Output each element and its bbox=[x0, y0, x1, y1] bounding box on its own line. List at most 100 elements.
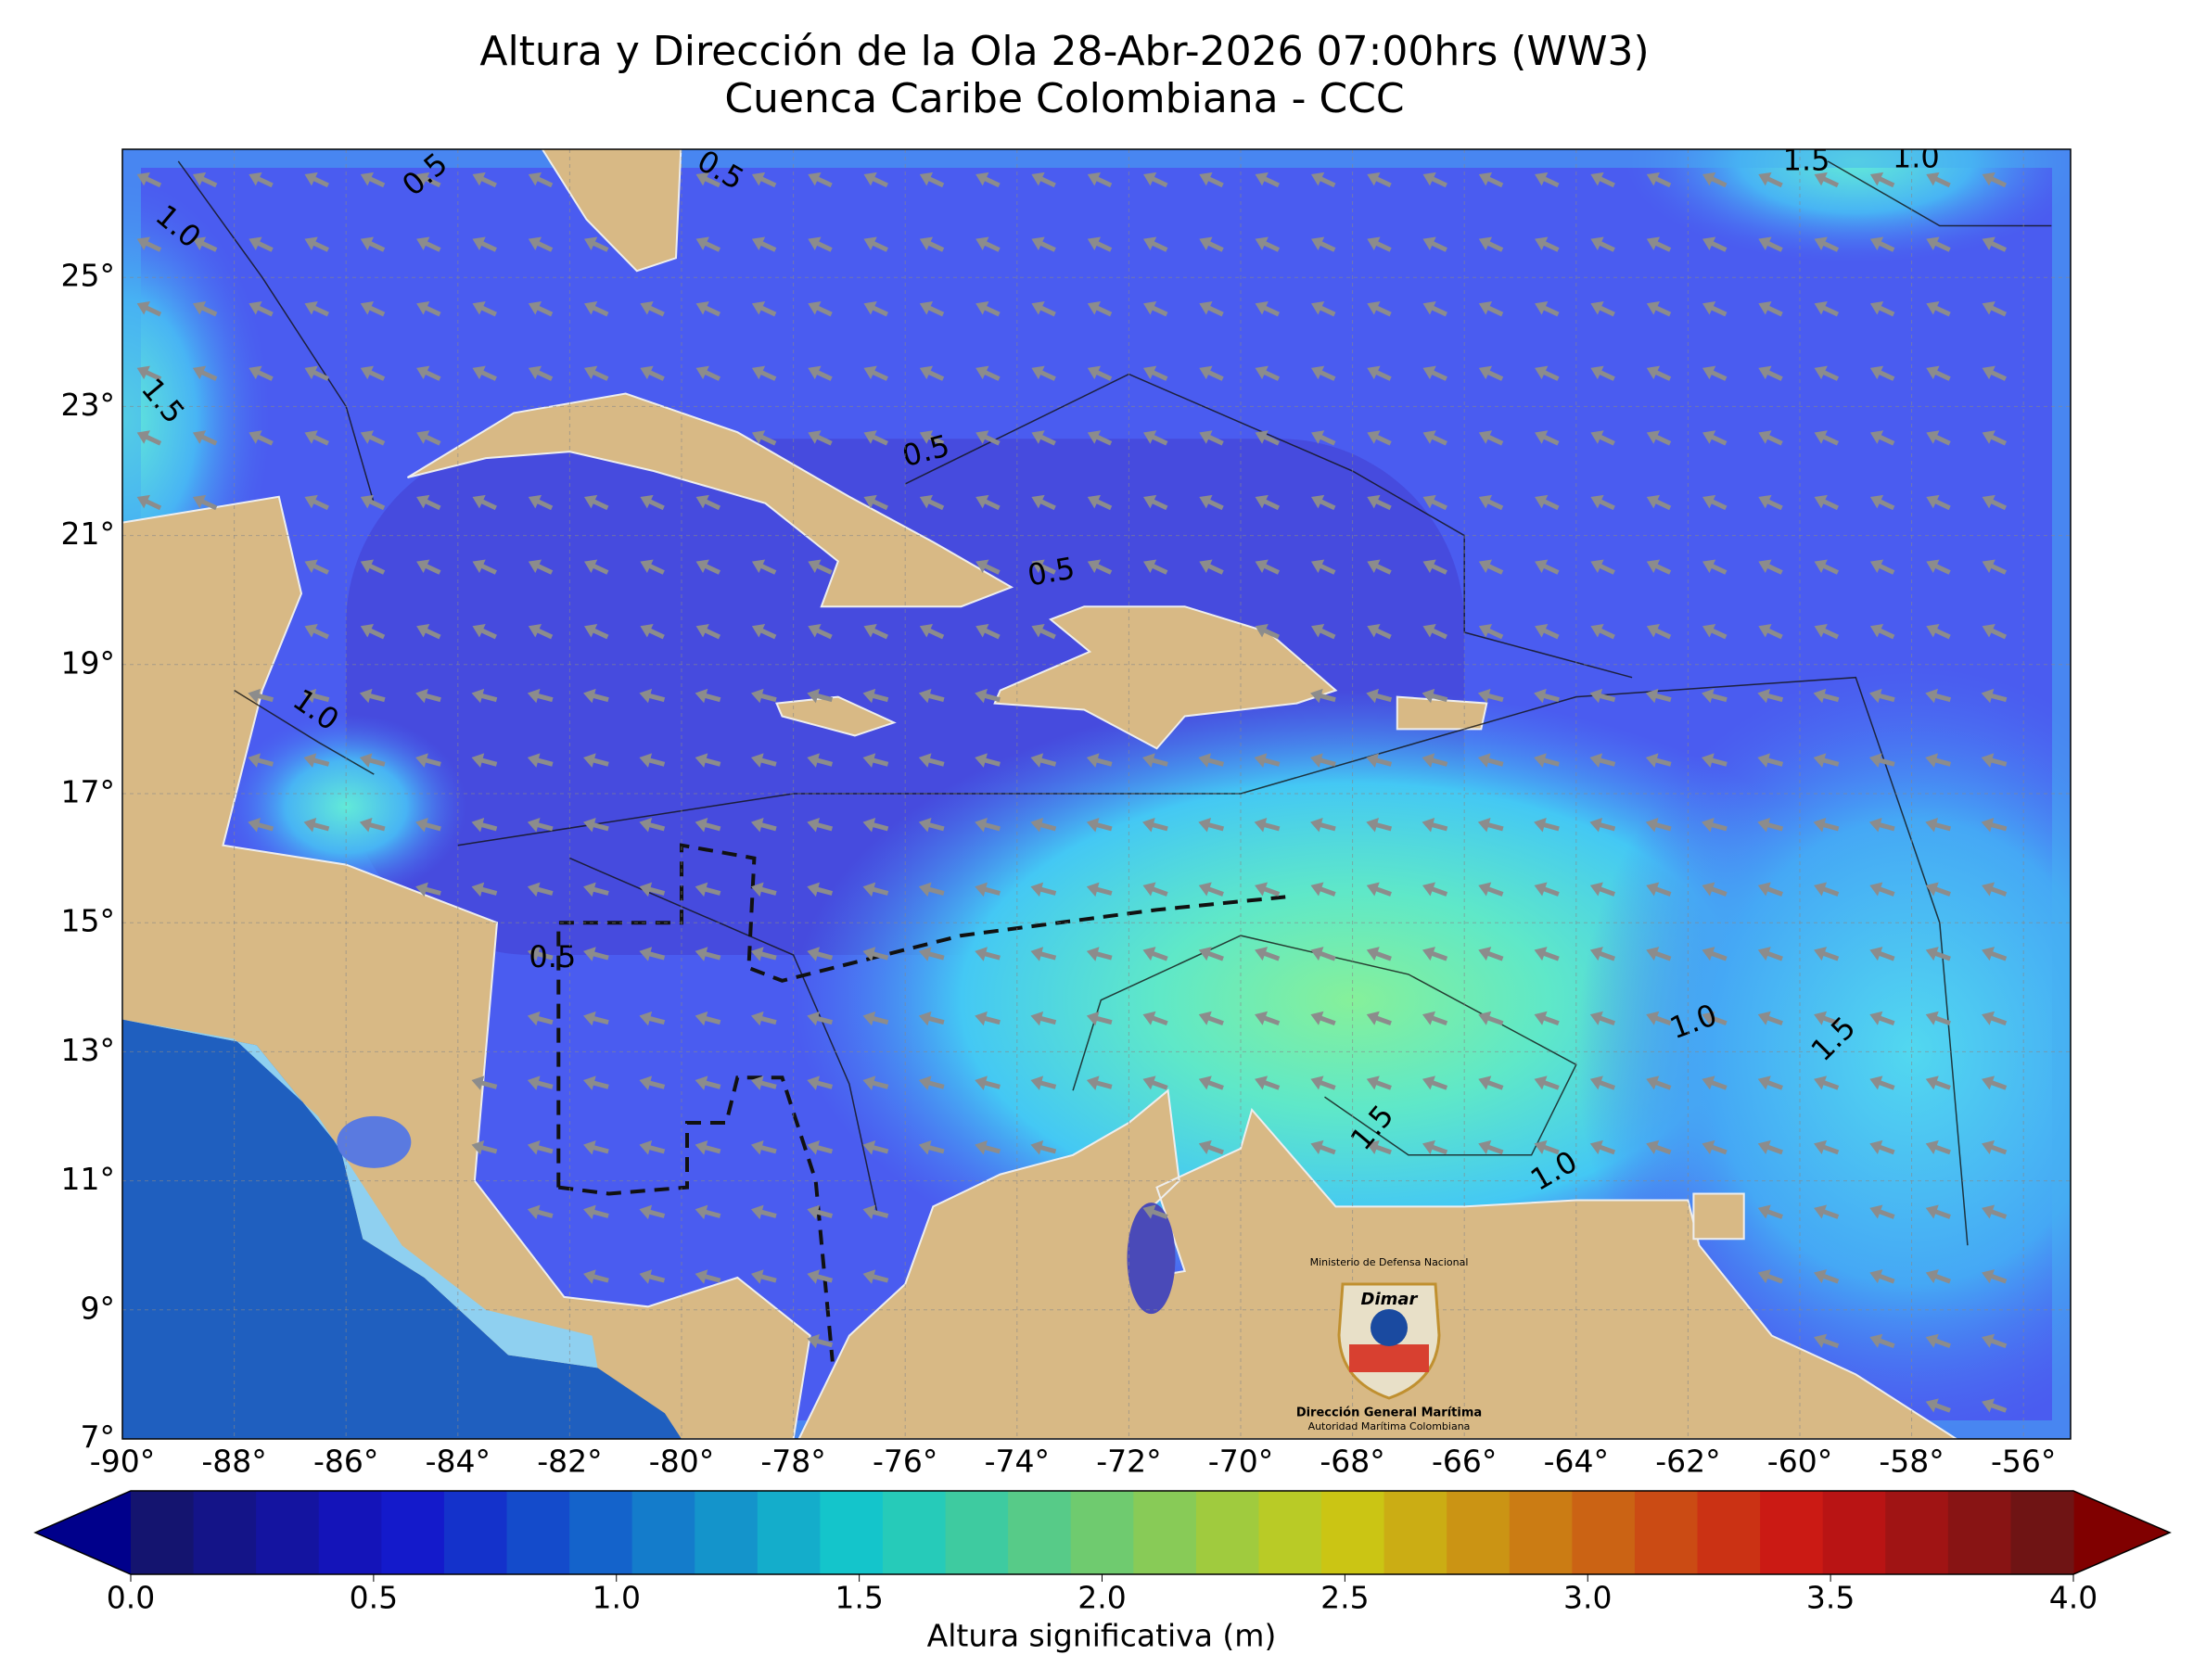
arrow-head bbox=[863, 624, 877, 638]
wave-field bbox=[1624, 149, 2071, 263]
wave-arrow bbox=[304, 365, 329, 381]
wave-arrow bbox=[1367, 236, 1392, 252]
lon-tick-label: -66° bbox=[1432, 1444, 1497, 1480]
arrow-head bbox=[360, 172, 375, 186]
arrow-head bbox=[1366, 882, 1380, 897]
wave-arrow bbox=[1310, 172, 1336, 188]
wave-arrow bbox=[1030, 1011, 1057, 1026]
colorbar-cell bbox=[506, 1491, 570, 1574]
wave-arrow bbox=[695, 1204, 721, 1220]
wave-arrow bbox=[471, 1140, 498, 1155]
arrow-head bbox=[863, 301, 877, 315]
wave-arrow bbox=[1031, 430, 1056, 446]
lon-tick-label: -56° bbox=[1991, 1444, 2056, 1480]
wave-arrow bbox=[1814, 365, 1840, 381]
arrow-head bbox=[1086, 818, 1100, 833]
arrow-head bbox=[1590, 365, 1604, 380]
wave-arrow bbox=[975, 624, 1001, 640]
arrow-head bbox=[1702, 818, 1715, 833]
arrow-head bbox=[1199, 365, 1213, 380]
wave-arrow bbox=[1422, 624, 1447, 640]
wave-arrow bbox=[359, 818, 386, 833]
wave-arrow bbox=[1031, 236, 1056, 252]
arrow-head bbox=[471, 1140, 485, 1155]
wave-arrow bbox=[359, 688, 386, 704]
wave-arrow bbox=[807, 1269, 834, 1284]
arrow-head bbox=[583, 882, 596, 897]
arrow-head bbox=[527, 818, 541, 833]
wave-arrow bbox=[863, 430, 888, 446]
wave-arrow bbox=[1925, 1011, 1951, 1026]
arrow-head bbox=[1199, 430, 1213, 444]
pacific-shelf bbox=[122, 1019, 598, 1368]
wave-arrow bbox=[862, 882, 889, 897]
wave-arrow bbox=[1477, 688, 1504, 704]
wave-arrow bbox=[136, 236, 162, 252]
arrow-head bbox=[807, 1011, 821, 1026]
arrow-head bbox=[750, 947, 764, 961]
arrow-head bbox=[1982, 882, 1995, 897]
arrow-head bbox=[1813, 753, 1827, 768]
arrow-head bbox=[359, 753, 373, 768]
arrow-head bbox=[1646, 559, 1661, 573]
wave-arrow bbox=[863, 172, 888, 188]
wave-arrow bbox=[249, 365, 274, 381]
wave-arrow bbox=[416, 559, 441, 575]
arrow-head bbox=[1535, 236, 1549, 250]
wave-arrow bbox=[1702, 753, 1728, 768]
arrow-head bbox=[1926, 236, 1940, 250]
arrow-head bbox=[583, 1204, 596, 1220]
arrow-head bbox=[359, 688, 373, 704]
arrow-head bbox=[583, 1075, 596, 1090]
lon-tick-label: -60° bbox=[1767, 1444, 1832, 1480]
wave-arrow bbox=[1869, 1204, 1895, 1219]
arrow-head bbox=[919, 624, 934, 638]
arrow-head bbox=[416, 430, 430, 444]
arrow-head bbox=[583, 688, 596, 704]
wave-arrow bbox=[640, 365, 665, 381]
arrow-head bbox=[1869, 882, 1883, 897]
arrow-head bbox=[1702, 236, 1716, 250]
arrow-head bbox=[695, 947, 708, 961]
arrow-head bbox=[1814, 1075, 1828, 1090]
arrow-head bbox=[862, 1011, 876, 1026]
arrow-head bbox=[1142, 753, 1155, 768]
wave-arrow bbox=[1589, 1011, 1616, 1026]
wave-arrow bbox=[1534, 882, 1560, 897]
arrow-head bbox=[1310, 882, 1324, 897]
wave-arrow bbox=[1758, 624, 1783, 640]
arrow-head bbox=[1814, 1333, 1828, 1348]
wave-arrow bbox=[1086, 1011, 1113, 1026]
wave-arrow bbox=[1757, 1011, 1783, 1026]
arrow-head bbox=[1030, 818, 1044, 833]
wave-arrow bbox=[1926, 624, 1951, 640]
arrow-head bbox=[918, 1075, 932, 1090]
arrow-head bbox=[1366, 818, 1380, 833]
wave-arrow bbox=[1422, 818, 1448, 833]
wave-arrow bbox=[1757, 818, 1784, 833]
arrow-head bbox=[862, 818, 876, 833]
arrow-head bbox=[863, 365, 877, 380]
wave-arrow bbox=[1981, 753, 2008, 768]
wave-arrow bbox=[750, 1269, 777, 1284]
wave-arrow bbox=[583, 1075, 609, 1090]
wave-arrow bbox=[249, 301, 274, 317]
wave-arrow bbox=[360, 494, 386, 511]
wave-arrow bbox=[1366, 818, 1393, 833]
wave-arrow bbox=[304, 172, 329, 188]
arrow-head bbox=[1087, 494, 1102, 509]
arrow-head bbox=[136, 236, 150, 250]
wave-arrow bbox=[919, 172, 945, 188]
logo-emblem bbox=[1371, 1309, 1408, 1346]
arrow-head bbox=[1310, 430, 1325, 444]
arrow-head bbox=[416, 494, 430, 509]
wave-arrow bbox=[136, 301, 162, 317]
colorbar-cell bbox=[1383, 1491, 1447, 1574]
wave-arrow bbox=[1702, 1139, 1728, 1155]
wave-arrow bbox=[808, 172, 833, 188]
arrow-head bbox=[919, 494, 934, 509]
arrow-head bbox=[192, 365, 207, 380]
arrow-head bbox=[1982, 172, 1995, 186]
wave-arrow bbox=[1869, 301, 1895, 317]
wave-arrow bbox=[1478, 947, 1504, 961]
